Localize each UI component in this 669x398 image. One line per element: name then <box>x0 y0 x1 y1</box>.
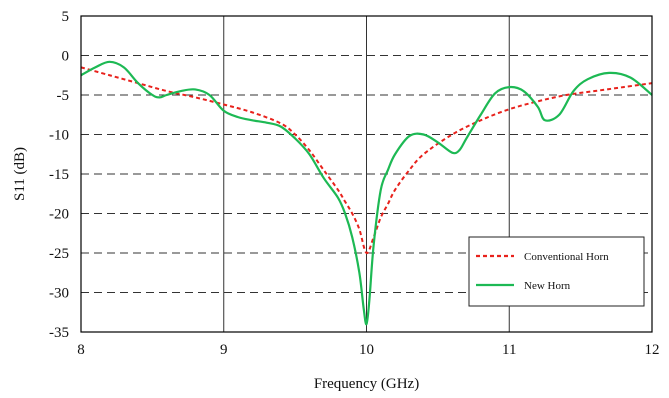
x-tick-label: 12 <box>645 342 660 358</box>
legend-label: Conventional Horn <box>524 251 609 263</box>
y-tick-label: -20 <box>49 207 69 223</box>
y-axis-title: S11 (dB) <box>12 147 28 201</box>
y-tick-label: 5 <box>62 9 70 25</box>
x-axis-title: Frequency (GHz) <box>314 376 419 392</box>
y-tick-label: 0 <box>62 49 70 65</box>
x-tick-label: 8 <box>77 342 85 358</box>
y-tick-label: -35 <box>49 325 69 341</box>
legend-box <box>468 236 645 307</box>
y-tick-label: -15 <box>49 167 69 183</box>
series-lines <box>80 60 653 326</box>
series-line-conventional-horn <box>80 66 653 255</box>
x-tick-label: 10 <box>359 342 374 358</box>
tick-labels: 5 0 -5 -10 -15 -20 -25 -30 -35 8 9 10 11 12 <box>49 9 660 358</box>
series-line-new-horn <box>80 60 653 326</box>
y-tick-label: -30 <box>49 286 69 302</box>
legend-label: New Horn <box>524 280 571 292</box>
x-tick-label: 9 <box>220 342 228 358</box>
legend: Conventional Horn New Horn <box>468 236 645 307</box>
y-tick-label: -5 <box>57 88 70 104</box>
plot-frame <box>80 15 653 333</box>
y-tick-label: -10 <box>49 128 69 144</box>
x-tick-label: 11 <box>502 342 516 358</box>
y-tick-label: -25 <box>49 246 69 262</box>
